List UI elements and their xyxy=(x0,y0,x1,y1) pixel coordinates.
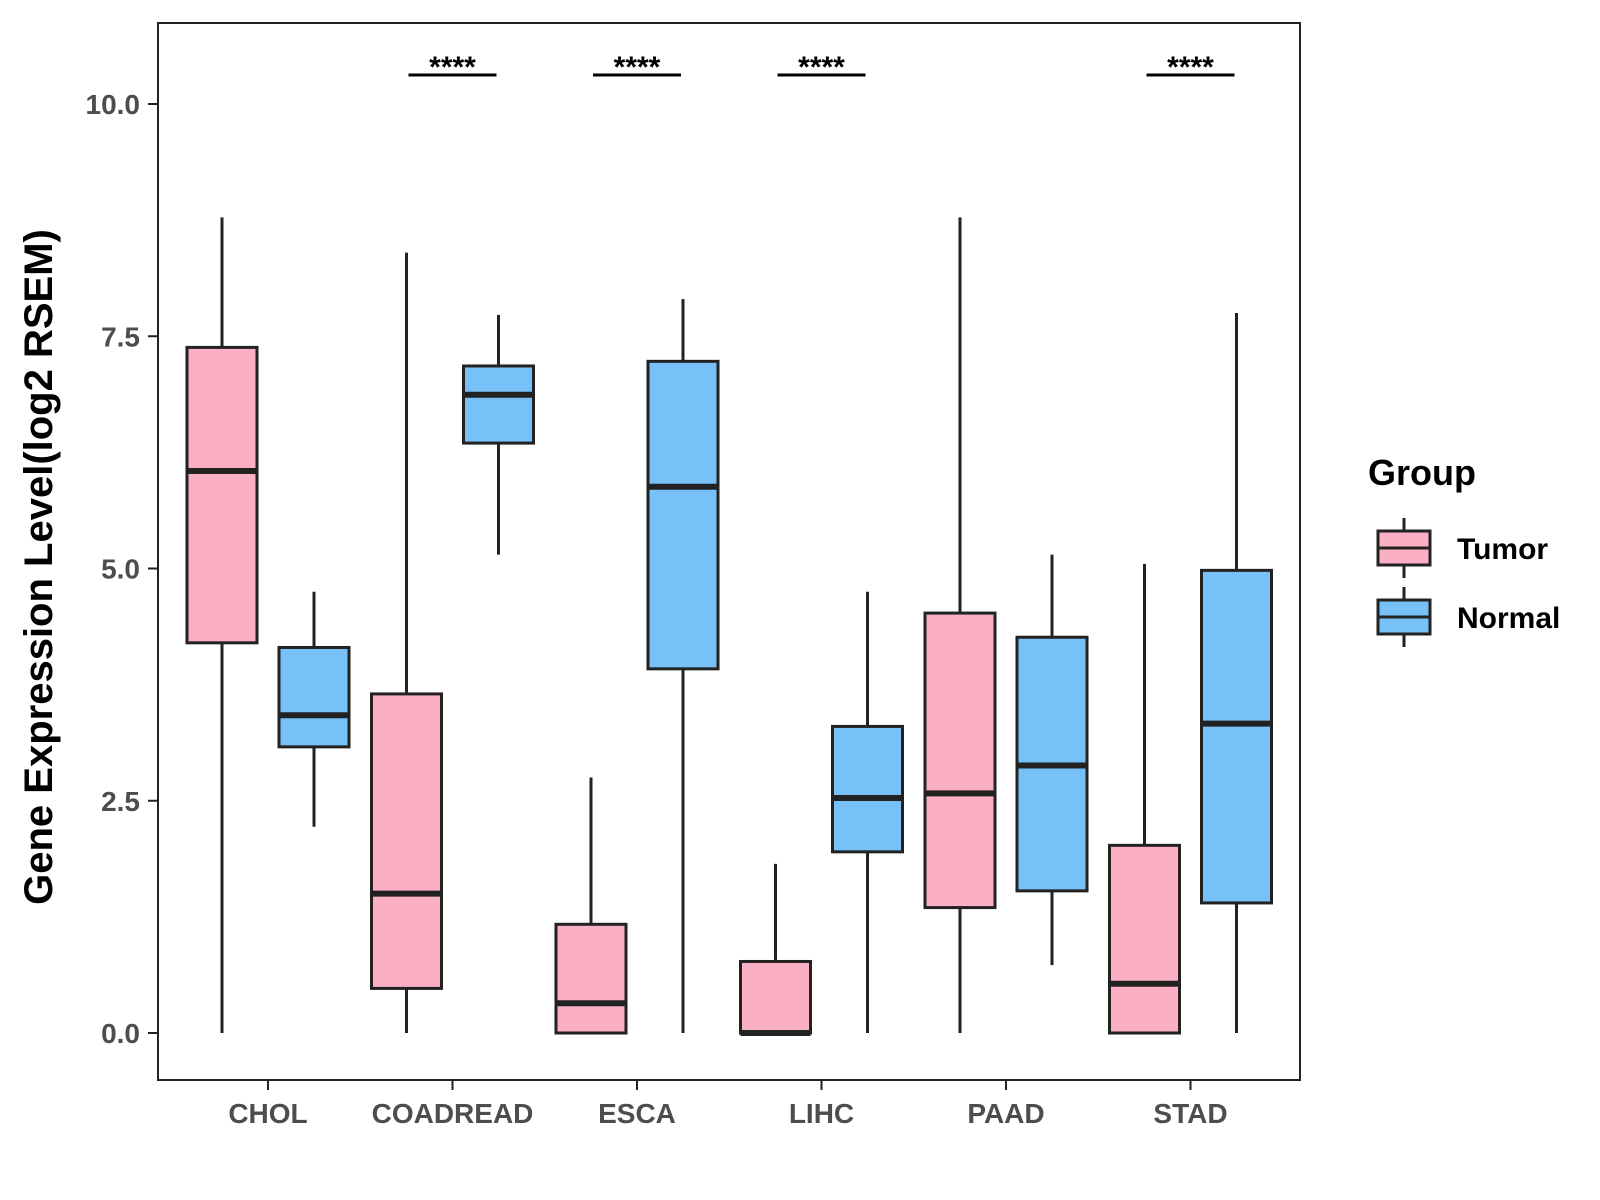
box-normal-esca xyxy=(646,299,720,1033)
box-tumor-paad xyxy=(923,217,997,1033)
x-tick-label: PAAD xyxy=(967,1098,1044,1129)
box-body xyxy=(923,611,997,910)
box-normal-chol xyxy=(277,591,351,827)
y-tick-label: 2.5 xyxy=(101,786,140,817)
box-tumor-esca xyxy=(554,777,628,1035)
box-body xyxy=(185,345,259,645)
significance-label: **** xyxy=(1167,51,1214,84)
y-axis: 0.0 2.5 5.0 7.5 10.0 xyxy=(86,89,158,1049)
box-normal-stad xyxy=(1200,313,1273,1033)
legend-label: Tumor xyxy=(1457,533,1548,566)
box-tumor-stad xyxy=(1108,563,1181,1035)
box-tumor-lihc xyxy=(739,863,812,1036)
legend: Group Tumor Normal xyxy=(1368,452,1560,647)
box-body xyxy=(739,959,812,1035)
significance-annotations: **** **** **** **** xyxy=(408,51,1235,84)
legend-label: Normal xyxy=(1457,602,1560,635)
x-tick-label: CHOL xyxy=(228,1098,307,1129)
legend-entry-normal: Normal xyxy=(1376,587,1560,647)
box-normal-lihc xyxy=(831,591,904,1033)
box-body xyxy=(277,645,351,749)
significance-label: **** xyxy=(798,51,845,84)
y-tick-label: 10.0 xyxy=(86,89,141,120)
legend-entry-tumor: Tumor xyxy=(1376,518,1548,578)
box-tumor-coadread xyxy=(370,252,443,1033)
box-body xyxy=(370,692,443,990)
x-tick-label: COADREAD xyxy=(372,1098,534,1129)
box-normal-paad xyxy=(1015,554,1089,966)
box-normal-coadread xyxy=(462,314,535,555)
x-tick-label: LIHC xyxy=(789,1098,854,1129)
box-body xyxy=(1200,568,1273,905)
significance-label: **** xyxy=(614,51,661,84)
box-body xyxy=(554,922,628,1035)
x-tick-label: ESCA xyxy=(598,1098,676,1129)
box-body xyxy=(831,724,904,854)
significance-label: **** xyxy=(429,51,476,84)
x-tick-label: STAD xyxy=(1153,1098,1227,1129)
y-axis-title: Gene Expression Level(log2 RSEM) xyxy=(17,229,61,905)
box-body xyxy=(1108,843,1181,1035)
box-body xyxy=(462,364,535,445)
box-series xyxy=(185,217,1273,1036)
box-body xyxy=(646,359,720,671)
legend-title: Group xyxy=(1368,452,1476,493)
box-tumor-chol xyxy=(185,217,259,1033)
y-tick-label: 0.0 xyxy=(101,1018,140,1049)
y-tick-label: 5.0 xyxy=(101,554,140,585)
y-tick-label: 7.5 xyxy=(101,321,140,352)
x-axis: CHOL COADREAD ESCA LIHC PAAD STAD xyxy=(228,1080,1228,1129)
